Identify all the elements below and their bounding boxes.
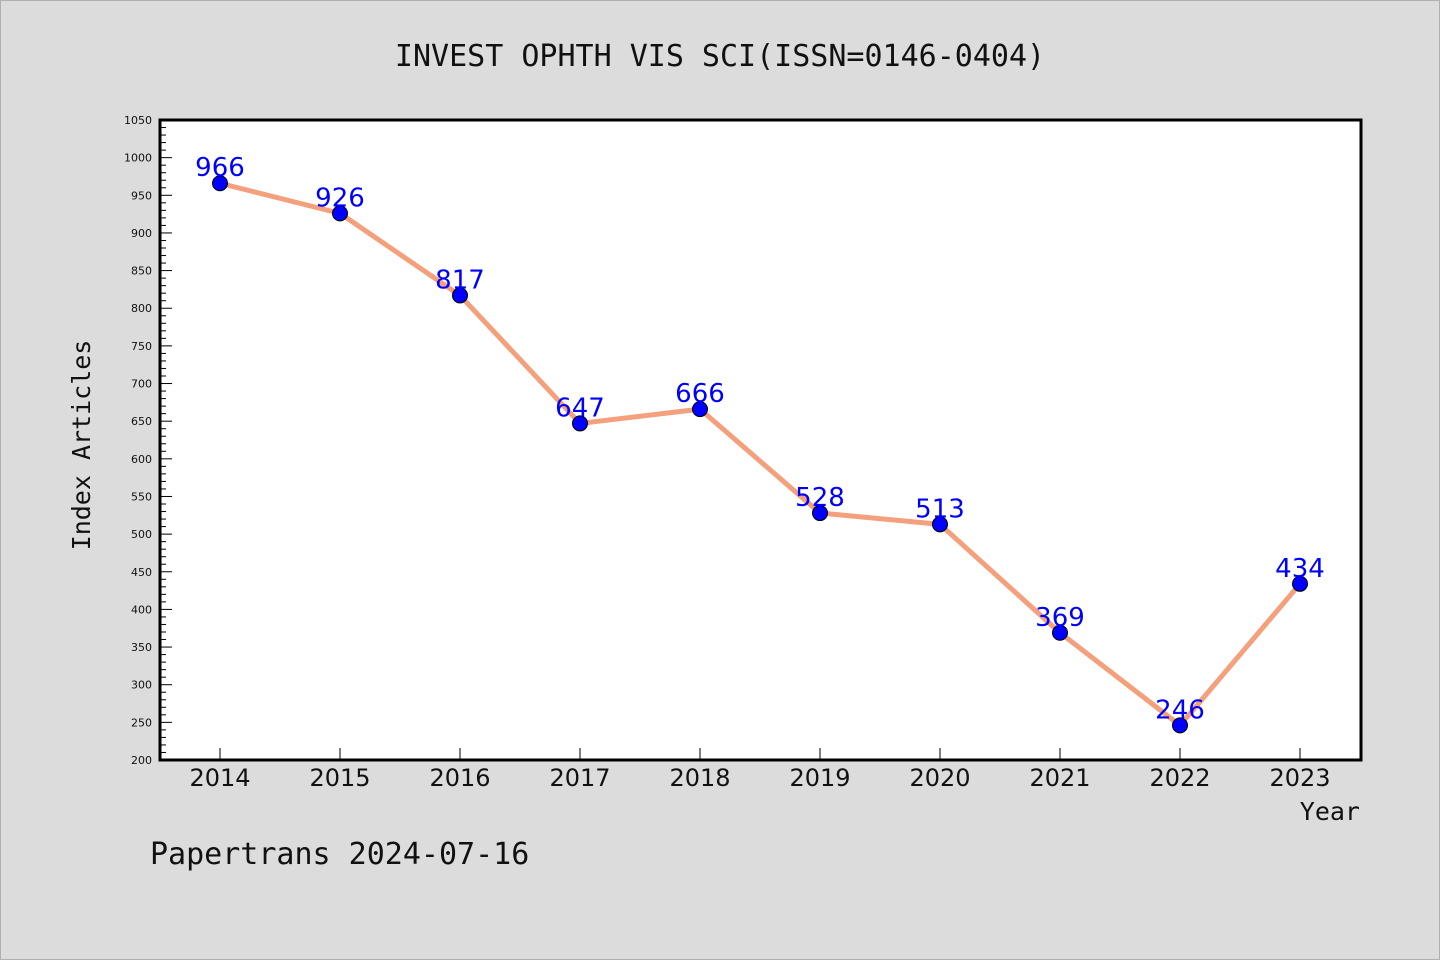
y-tick-label: 450 — [131, 566, 152, 579]
y-axis-label: Index Articles — [67, 340, 96, 551]
y-tick-label: 250 — [131, 716, 152, 729]
data-label: 666 — [675, 379, 725, 409]
x-axis: 2014 2015 2016 2017 2018 2019 2020 2021 2022 2023 — [189, 748, 1331, 792]
series-line-group — [212, 175, 1308, 734]
y-tick-label: 1050 — [124, 114, 152, 127]
y-tick-label: 300 — [131, 679, 152, 692]
y-tick-label: 750 — [131, 340, 152, 353]
y-tick-label: 700 — [131, 378, 152, 391]
data-point — [692, 401, 708, 418]
footer-text: Papertrans 2024-07-16 — [150, 837, 529, 872]
x-tick-label: 2023 — [1269, 764, 1330, 792]
x-tick-label: 2015 — [309, 764, 370, 792]
y-tick-label: 550 — [131, 490, 152, 503]
y-tick-label: 850 — [131, 265, 152, 278]
y-tick-label: 950 — [131, 189, 152, 202]
data-label: 369 — [1035, 603, 1085, 633]
data-label: 528 — [795, 483, 845, 513]
data-point — [812, 505, 828, 522]
data-labels: 966 926 817 647 666 528 513 369 246 434 — [195, 153, 1325, 725]
data-point — [1172, 717, 1188, 734]
x-tick-label: 2022 — [1149, 764, 1210, 792]
data-label: 966 — [195, 153, 245, 183]
x-tick-label: 2019 — [789, 764, 850, 792]
data-point — [1052, 624, 1068, 641]
chart-title: INVEST OPHTH VIS SCI(ISSN=0146-0404) — [395, 39, 1045, 74]
y-tick-label: 650 — [131, 415, 152, 428]
data-label: 926 — [315, 183, 365, 213]
data-point — [572, 415, 588, 432]
data-point — [212, 175, 228, 192]
y-tick-label: 1000 — [124, 152, 152, 165]
x-tick-label: 2014 — [189, 764, 250, 792]
y-tick-label: 350 — [131, 641, 152, 654]
y-tick-label: 600 — [131, 453, 152, 466]
data-label: 647 — [555, 393, 605, 423]
data-point — [332, 205, 348, 222]
y-tick-label: 500 — [131, 528, 152, 541]
y-tick-label: 800 — [131, 302, 152, 315]
series-line — [219, 180, 1302, 728]
x-tick-label: 2021 — [1029, 764, 1090, 792]
data-point — [452, 287, 468, 304]
x-axis-label: Year — [1300, 797, 1360, 826]
data-point — [1292, 575, 1308, 592]
x-tick-label: 2016 — [429, 764, 490, 792]
data-label: 434 — [1275, 554, 1325, 584]
x-tick-label: 2018 — [669, 764, 730, 792]
x-tick-label: 2020 — [909, 764, 970, 792]
data-label: 817 — [435, 265, 485, 295]
y-tick-label: 400 — [131, 603, 152, 616]
data-label: 246 — [1155, 695, 1205, 725]
y-axis: 200 250 300 350 400 450 500 550 600 650 700 750 800 8… — [124, 114, 172, 767]
data-label: 513 — [915, 494, 965, 524]
x-tick-label: 2017 — [549, 764, 610, 792]
y-tick-label: 900 — [131, 227, 152, 240]
data-point — [932, 516, 948, 533]
y-tick-label: 200 — [131, 754, 152, 767]
